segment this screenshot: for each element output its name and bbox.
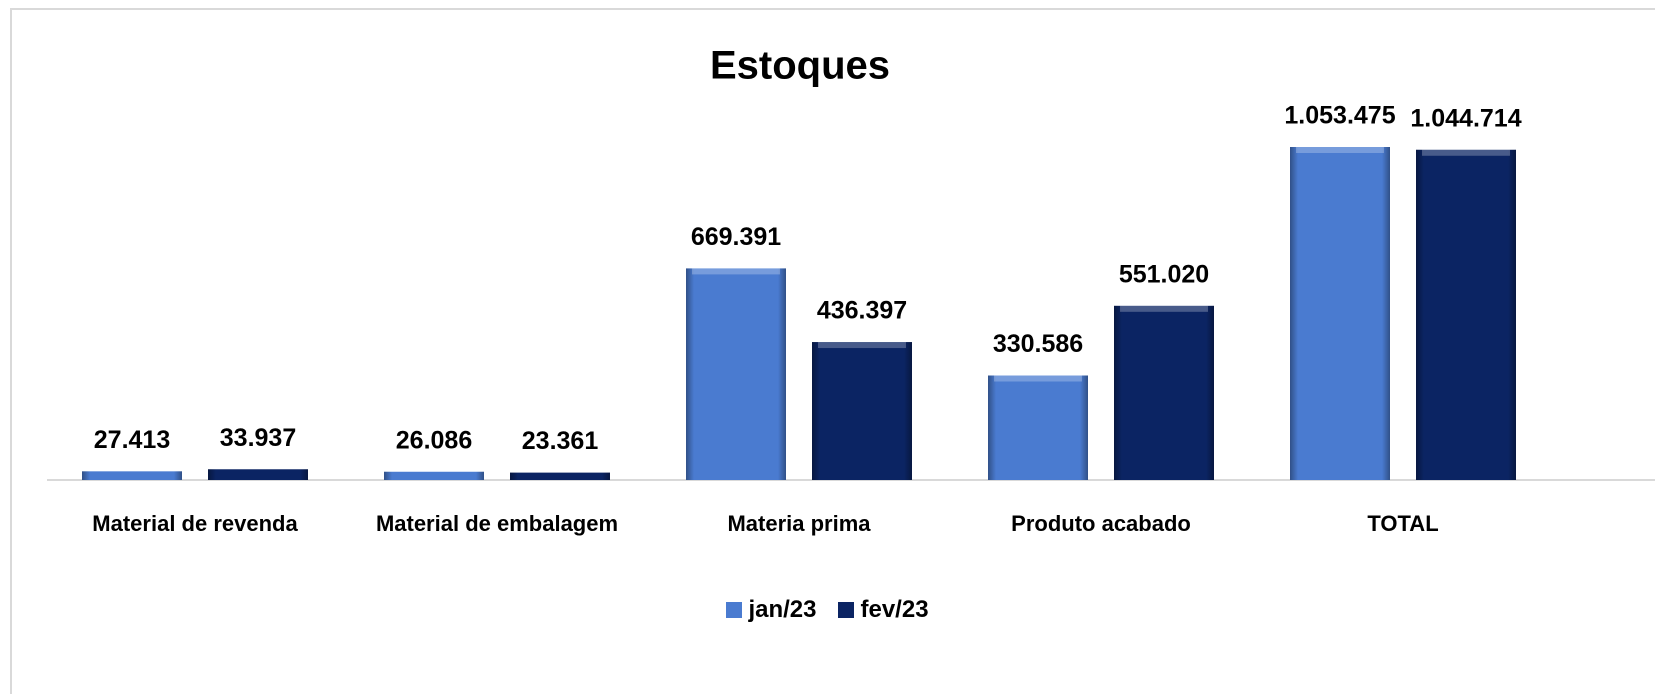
legend-swatch bbox=[838, 602, 855, 618]
bar-bevel bbox=[692, 268, 780, 275]
chart-title: Estoques bbox=[710, 44, 890, 88]
bar-bevel bbox=[1120, 305, 1208, 312]
bar-shade bbox=[812, 342, 912, 480]
chart-frame bbox=[10, 8, 1655, 694]
bar-shade bbox=[1290, 147, 1390, 480]
data-label: 26.086 bbox=[396, 426, 472, 454]
bar-shade bbox=[82, 471, 182, 480]
legend-label: fev/23 bbox=[860, 596, 929, 623]
bar-shade bbox=[988, 375, 1088, 480]
data-label: 27.413 bbox=[94, 426, 170, 454]
bar-shade bbox=[208, 469, 308, 480]
x-tick-label: Material de revenda bbox=[92, 511, 298, 536]
data-label: 669.391 bbox=[691, 223, 781, 251]
x-tick-label: Produto acabado bbox=[1011, 511, 1191, 536]
bar-shade bbox=[1416, 149, 1516, 480]
bar-shade bbox=[686, 268, 786, 480]
data-label: 436.397 bbox=[817, 297, 907, 325]
legend-swatch bbox=[726, 602, 743, 618]
legend: jan/23 fev/23 bbox=[0, 596, 1655, 624]
bar-shade bbox=[510, 472, 610, 480]
legend-item: jan/23 bbox=[726, 596, 816, 624]
legend-label: jan/23 bbox=[748, 596, 817, 623]
bar-bevel bbox=[1422, 149, 1510, 156]
data-label: 330.586 bbox=[993, 330, 1083, 358]
bar-shade bbox=[384, 471, 484, 480]
data-label: 1.044.714 bbox=[1410, 104, 1521, 132]
x-tick-label: Materia prima bbox=[727, 511, 871, 536]
legend-item: fev/23 bbox=[838, 596, 929, 624]
bar-bevel bbox=[1296, 147, 1384, 153]
x-tick-label: TOTAL bbox=[1367, 511, 1439, 536]
data-label: 1.053.475 bbox=[1284, 102, 1395, 130]
data-label: 33.937 bbox=[220, 424, 296, 452]
x-tick-label: Material de embalagem bbox=[375, 511, 619, 536]
data-label: 23.361 bbox=[522, 427, 599, 455]
bar-bevel bbox=[994, 375, 1082, 382]
data-label: 551.020 bbox=[1119, 260, 1209, 288]
bar-bevel bbox=[818, 342, 906, 349]
bar-shade bbox=[1114, 305, 1214, 480]
